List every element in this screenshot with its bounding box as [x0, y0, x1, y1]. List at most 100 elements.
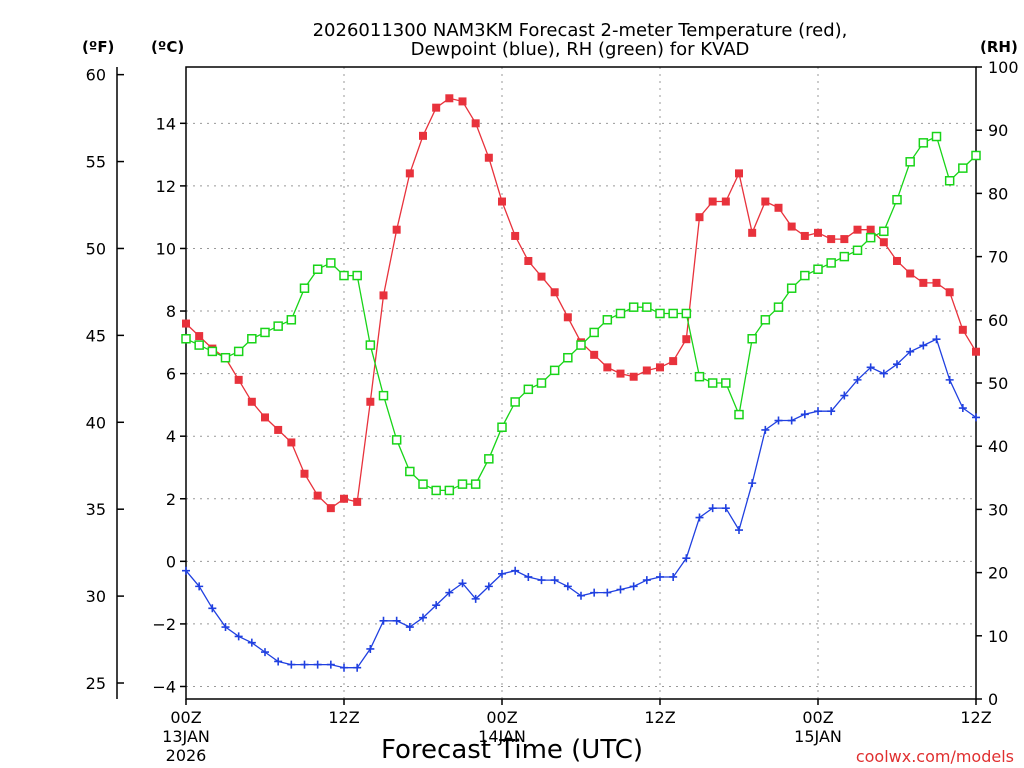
- data-point: [669, 572, 678, 581]
- data-point: [642, 576, 651, 585]
- data-point: [405, 623, 414, 632]
- data-point: [840, 391, 849, 400]
- rh-tick-label: 20: [988, 564, 1008, 583]
- rh-tick-label: 0: [988, 690, 998, 709]
- data-point: [392, 225, 401, 234]
- series-relative-humidity: [181, 131, 981, 496]
- data-point: [445, 94, 454, 103]
- data-point: [550, 576, 559, 585]
- data-point: [971, 150, 981, 161]
- data-point: [695, 213, 704, 222]
- data-point: [195, 582, 204, 591]
- data-point: [498, 569, 506, 578]
- data-point: [379, 616, 388, 625]
- celsius-tick-label: 6: [166, 365, 176, 384]
- x-tick-year: 2026: [166, 746, 207, 765]
- x-tick-label: 12Z: [960, 708, 991, 727]
- data-point: [274, 657, 283, 666]
- data-point: [813, 264, 823, 274]
- data-point: [615, 308, 626, 319]
- rh-tick-label: 30: [988, 500, 1008, 519]
- data-point: [879, 238, 888, 247]
- data-point: [879, 369, 888, 378]
- data-point: [708, 197, 717, 206]
- data-point: [391, 435, 402, 445]
- x-tick-label: 00Z: [170, 708, 201, 727]
- data-point: [353, 497, 362, 506]
- data-point: [458, 579, 467, 588]
- data-point: [220, 352, 231, 363]
- data-point: [273, 321, 283, 331]
- celsius-tick-label: 14: [156, 114, 176, 133]
- data-point: [958, 163, 968, 173]
- plot-frame: [185, 66, 977, 700]
- data-point: [800, 231, 809, 240]
- data-point: [247, 638, 256, 647]
- data-point: [563, 582, 572, 591]
- x-tick-label: 00Z: [486, 708, 517, 727]
- celsius-axis-label: (ºC): [151, 38, 184, 56]
- data-point: [208, 604, 217, 613]
- data-point: [326, 504, 335, 513]
- data-point: [774, 203, 783, 212]
- data-point: [628, 302, 639, 312]
- data-point: [865, 232, 876, 243]
- data-point: [523, 384, 534, 395]
- data-point: [642, 366, 651, 375]
- data-point: [972, 413, 980, 422]
- data-point: [261, 413, 269, 422]
- data-point: [195, 332, 204, 341]
- data-point: [668, 308, 678, 319]
- data-point: [748, 479, 757, 488]
- data-point: [786, 283, 797, 293]
- data-point: [497, 422, 507, 432]
- data-point: [852, 245, 863, 256]
- data-point: [419, 131, 427, 140]
- data-point: [405, 169, 414, 178]
- data-point: [642, 302, 652, 312]
- celsius-tick-label: 8: [166, 302, 176, 321]
- data-point: [787, 222, 796, 231]
- x-tick-label: 12Z: [644, 708, 675, 727]
- data-point: [681, 308, 692, 319]
- celsius-tick-label: −4: [152, 677, 176, 696]
- data-point: [444, 485, 455, 496]
- data-point: [906, 347, 915, 356]
- data-point: [365, 340, 376, 350]
- data-point: [735, 526, 743, 535]
- data-point: [839, 251, 850, 262]
- data-point: [287, 438, 296, 447]
- data-point: [629, 582, 638, 591]
- x-tick-date: 15JAN: [794, 727, 842, 746]
- data-point: [826, 258, 836, 268]
- data-point: [603, 588, 612, 597]
- celsius-tick-label: 2: [166, 490, 176, 509]
- x-tick-date: 14JAN: [478, 727, 526, 746]
- data-point: [721, 378, 731, 388]
- series-line: [185, 338, 977, 669]
- data-point: [550, 288, 559, 297]
- rh-tick-label: 100: [988, 58, 1019, 77]
- data-point: [590, 350, 599, 359]
- data-point: [511, 231, 520, 240]
- x-tick-date: 13JAN: [162, 727, 210, 746]
- data-point: [366, 397, 375, 406]
- data-point: [405, 466, 415, 477]
- celsius-tick-label: 0: [166, 552, 176, 571]
- data-point: [589, 327, 599, 338]
- data-point: [958, 404, 967, 413]
- rh-tick-label: 60: [988, 311, 1008, 330]
- rh-tick-label: 40: [988, 437, 1008, 456]
- data-point: [853, 225, 862, 234]
- data-point: [445, 588, 454, 597]
- data-point: [932, 335, 941, 344]
- data-point: [287, 660, 296, 669]
- data-series: [181, 94, 981, 672]
- data-point: [918, 138, 929, 148]
- data-point: [906, 269, 915, 278]
- data-point: [577, 591, 585, 600]
- data-point: [800, 270, 810, 281]
- data-point: [326, 258, 336, 268]
- celsius-tick-label: 12: [156, 177, 176, 196]
- data-point: [708, 504, 717, 513]
